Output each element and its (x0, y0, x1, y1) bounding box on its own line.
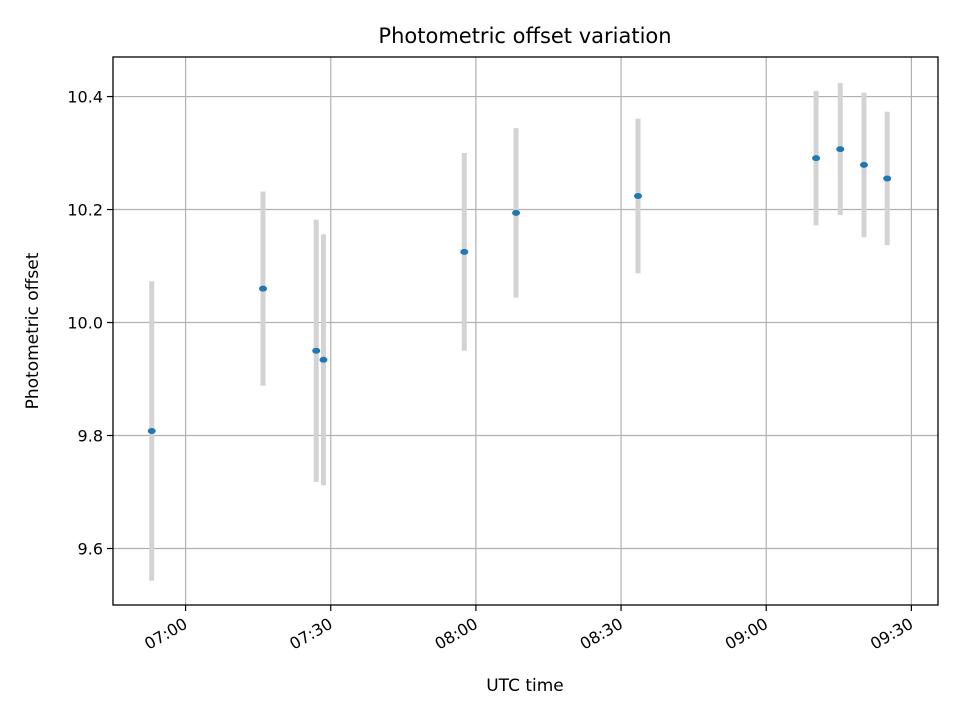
data-point (460, 248, 469, 255)
data-points (147, 146, 892, 434)
data-point (147, 427, 156, 434)
data-point (634, 192, 642, 199)
data-point (319, 356, 328, 363)
data-point (259, 285, 267, 292)
data-point (859, 161, 868, 168)
chart-title: Photometric offset variation (378, 24, 671, 48)
y-tick-label: 10.4 (67, 88, 103, 107)
y-axis-ticks: 9.6 9.8 10.0 10.2 10.4 (67, 88, 113, 559)
data-point (883, 175, 892, 182)
y-tick-label: 9.8 (78, 427, 103, 446)
plot-frame (112, 56, 939, 606)
y-tick-label: 10.2 (67, 201, 103, 220)
y-tick-label: 9.6 (78, 540, 103, 559)
data-point (312, 347, 321, 354)
data-point (512, 209, 521, 216)
grid (113, 57, 938, 605)
y-tick-label: 10.0 (67, 314, 103, 333)
x-axis-label: UTC time (486, 676, 564, 696)
data-point (836, 146, 845, 153)
y-axis-label: Photometric offset (23, 252, 43, 409)
data-point (812, 155, 821, 162)
